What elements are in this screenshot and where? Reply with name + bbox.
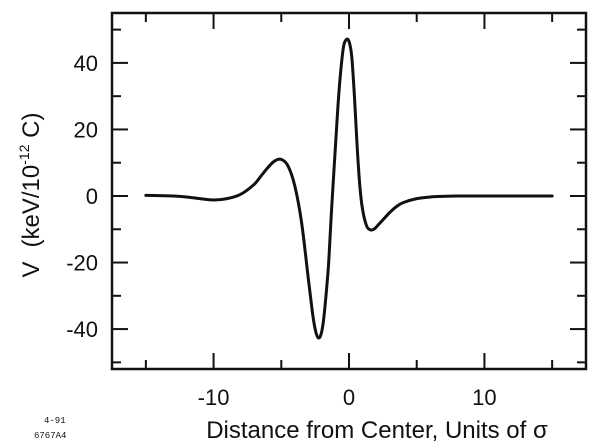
- x-tick-label: 10: [472, 385, 496, 410]
- y-axis-label-unit-prefix: (keV/10: [18, 165, 45, 248]
- plot-frame: [110, 11, 588, 371]
- ticks: [112, 13, 586, 369]
- y-tick-label: 40: [74, 51, 98, 76]
- svg-text:V(keV/10-12 C): V (keV/10-12 C): [16, 113, 45, 278]
- y-axis-label-unit-suffix: C): [18, 113, 45, 145]
- y-tick-label: -20: [66, 251, 98, 276]
- x-tick-label: 0: [343, 385, 355, 410]
- x-axis-label: Distance from Center, Units of σ: [206, 417, 548, 444]
- x-tick-label: -10: [198, 385, 230, 410]
- y-tick-label: -40: [66, 317, 98, 342]
- y-tick-label: 20: [74, 117, 98, 142]
- footnote-code: 6767A4: [34, 431, 66, 441]
- y-axis-label-unit-exponent: -12: [16, 144, 32, 164]
- y-tick-label: 0: [86, 184, 98, 209]
- data-series-line: [144, 37, 554, 340]
- tick-labels: -10 0 10 -40 -20 0 20 40: [66, 51, 496, 410]
- y-axis-label-symbol: V: [18, 261, 45, 277]
- footnote-date: 4-91: [44, 416, 66, 426]
- y-axis-label: V (keV/10-12 C): [16, 113, 45, 278]
